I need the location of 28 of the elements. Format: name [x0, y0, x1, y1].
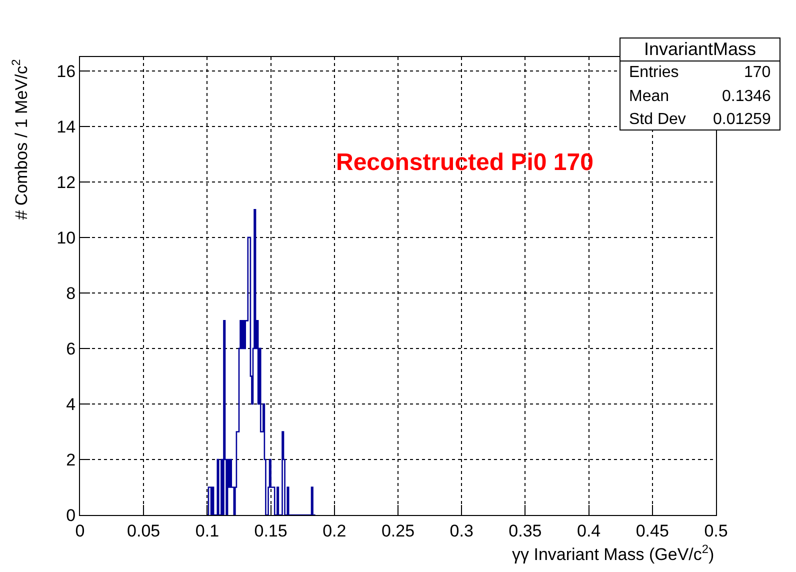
y-tick-label: 10 — [56, 228, 76, 248]
y-tick-label: 8 — [66, 284, 76, 303]
annotation: InvariantMass — [644, 39, 756, 59]
annotation: Entries — [629, 64, 679, 81]
x-tick-label: 0.15 — [254, 521, 288, 540]
x-tick-label: 0.3 — [450, 521, 474, 540]
x-tick-label: 0.35 — [508, 521, 542, 540]
y-tick-label: 4 — [66, 394, 76, 414]
x-tick-label: 0.25 — [381, 521, 415, 540]
y-tick-label: 12 — [56, 172, 76, 192]
x-tick-label: 0.1 — [195, 521, 220, 540]
y-tick-label: 14 — [56, 117, 76, 136]
annotation: Reconstructed Pi0 170 — [336, 149, 594, 176]
annotation: Std Dev — [629, 111, 686, 128]
y-tick-label: 2 — [66, 450, 76, 470]
x-axis-title: γγ Invariant Mass (GeV/c$^{2}$) — [512, 542, 714, 564]
y-tick-label: 0 — [66, 506, 76, 525]
x-tick-label: 0.5 — [704, 521, 728, 540]
x-tick-label: 0.45 — [636, 521, 669, 540]
annotation: Mean — [629, 88, 670, 105]
text: 170 — [744, 64, 771, 81]
x-tick-label: 0.05 — [127, 521, 160, 540]
y-tick-label: 6 — [66, 339, 76, 358]
x-tick-label: 0.2 — [322, 521, 346, 540]
y-tick-label: 16 — [56, 62, 76, 81]
x-tick-label: 0.4 — [576, 521, 601, 540]
text: 0.1346 — [722, 88, 772, 105]
annotation: 0.01259 — [713, 111, 771, 128]
